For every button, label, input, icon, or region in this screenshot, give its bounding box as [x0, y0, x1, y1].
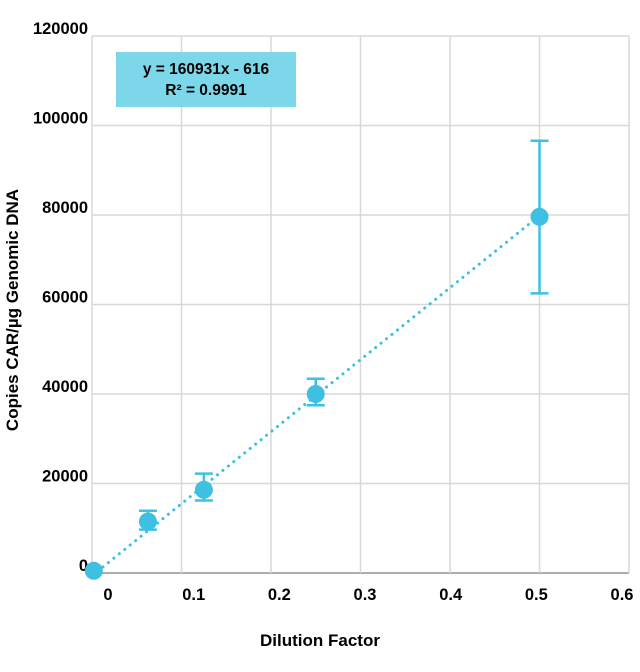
- y-tick-label: 80000: [42, 199, 88, 217]
- data-point: [194, 480, 213, 499]
- y-tick-label: 100000: [33, 110, 88, 128]
- data-point: [306, 385, 325, 403]
- equation-box: y = 160931x - 616 R² = 0.9991: [116, 52, 296, 107]
- x-tick-label: 0.2: [268, 586, 291, 604]
- y-tick-label: 20000: [42, 468, 88, 486]
- data-point: [530, 207, 549, 226]
- x-tick-label: 0.6: [611, 586, 634, 604]
- y-axis-title: Copies CAR/µg Genomic DNA: [3, 188, 22, 432]
- equation-text: y = 160931x - 616: [142, 60, 270, 78]
- y-tick-label: 60000: [42, 289, 88, 307]
- x-tick-label: 0.1: [182, 586, 205, 604]
- x-tick-label: 0: [103, 586, 112, 604]
- x-tick-label: 0.5: [525, 586, 548, 604]
- data-point: [84, 561, 103, 580]
- x-tick-label: 0.3: [354, 586, 377, 604]
- y-tick-label: 0: [79, 557, 88, 575]
- x-axis-title: Dilution Factor: [260, 631, 380, 650]
- r-squared-text: R² = 0.9991: [165, 81, 247, 99]
- y-tick-label: 120000: [33, 20, 88, 38]
- data-point: [138, 512, 157, 531]
- x-tick-label: 0.4: [439, 586, 463, 604]
- y-tick-label: 40000: [42, 378, 88, 396]
